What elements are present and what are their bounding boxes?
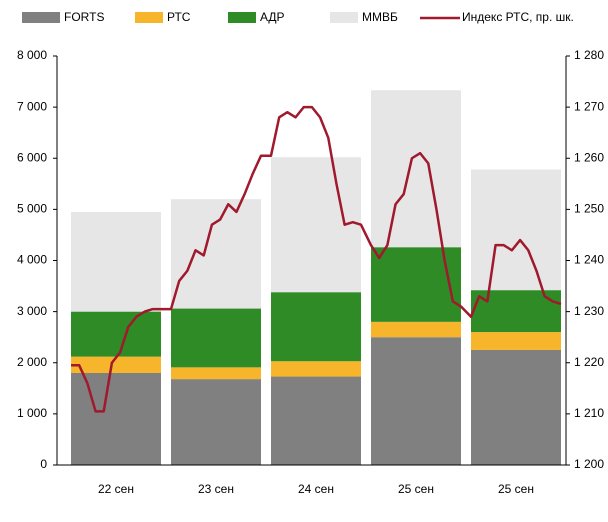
legend-label: Индекс РТС, пр. шк. [462,10,574,24]
y-tick-label: 0 [40,457,47,471]
y2-tick-label: 1 250 [574,202,604,216]
y-tick-label: 4 000 [17,253,47,267]
legend-label: АДР [260,10,285,24]
y-tick-label: 6 000 [17,150,47,164]
x-tick-label: 25 сен [498,482,534,496]
y2-tick-label: 1 200 [574,457,604,471]
y-tick-label: 1 000 [17,406,47,420]
bar-segment [371,247,461,322]
bar-segment [271,292,361,362]
y2-tick-label: 1 220 [574,355,604,369]
y2-tick-label: 1 240 [574,253,604,267]
legend-label: FORTS [64,10,104,24]
x-tick-label: 24 сен [298,482,334,496]
bar-segment [71,311,161,357]
x-tick-label: 23 сен [198,482,234,496]
bar-segment [171,379,261,465]
y2-tick-label: 1 210 [574,406,604,420]
bar-segment [71,372,161,465]
bar-segment [171,308,261,368]
legend-swatch [228,12,256,23]
bar-segment [271,376,361,465]
legend-swatch [330,12,358,23]
legend-swatch [135,12,163,23]
bar-segment [471,349,561,465]
x-tick-label: 22 сен [98,482,134,496]
legend-label: РТС [167,10,191,24]
bar-segment [271,361,361,377]
bar-segment [71,211,161,312]
bar-segment [371,321,461,338]
y-tick-label: 8 000 [17,48,47,62]
bar-segment [371,90,461,248]
bar-segment [471,290,561,333]
y2-tick-label: 1 270 [574,99,604,113]
y-tick-label: 5 000 [17,202,47,216]
bar-segment [471,169,561,291]
y2-tick-label: 1 260 [574,150,604,164]
y-tick-label: 7 000 [17,99,47,113]
bar-segment [171,199,261,309]
x-tick-label: 25 сен [398,482,434,496]
bar-segment [471,332,561,350]
y2-tick-label: 1 280 [574,48,604,62]
bar-segment [71,356,161,373]
y-tick-label: 3 000 [17,304,47,318]
y2-tick-label: 1 230 [574,304,604,318]
index-line [71,105,562,413]
bar-segment [171,367,261,380]
legend-label: ММВБ [362,10,398,24]
bar-segment [371,337,461,465]
legend-swatch [22,12,60,23]
y-tick-label: 2 000 [17,355,47,369]
